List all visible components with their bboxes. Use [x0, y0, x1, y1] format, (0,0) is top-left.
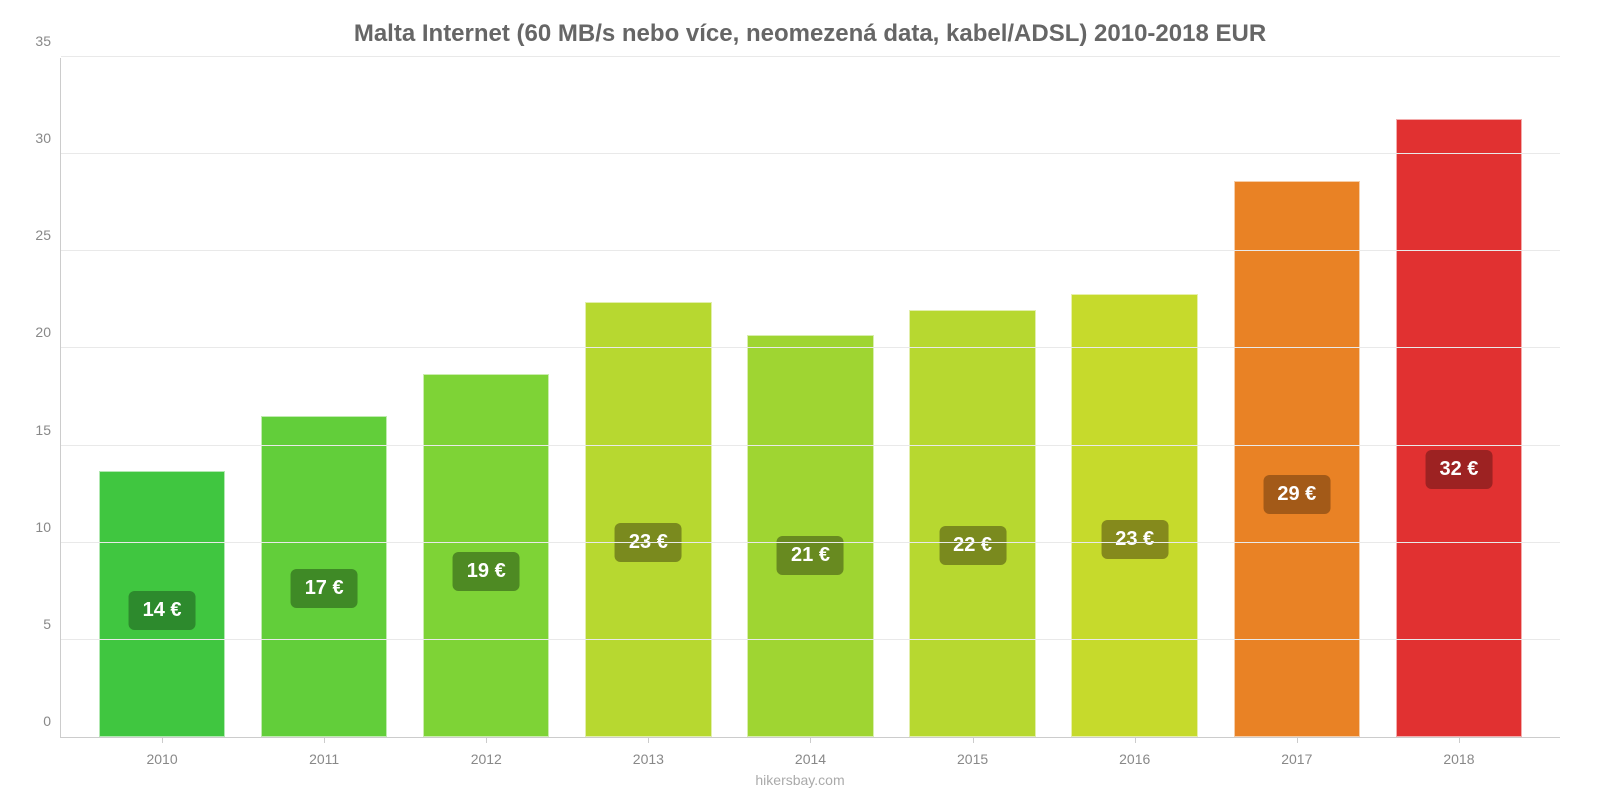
bar-slot: 14 €: [81, 58, 243, 737]
bar: 17 €: [261, 416, 387, 737]
chart-title: Malta Internet (60 MB/s nebo více, neome…: [60, 20, 1560, 48]
bar: 14 €: [99, 471, 225, 737]
x-tick-mark: [486, 737, 487, 743]
x-axis: 201020112012201320142015201620172018: [61, 751, 1560, 767]
x-tick-label: 2015: [892, 751, 1054, 767]
bar: 32 €: [1396, 119, 1522, 737]
attribution: hikersbay.com: [0, 772, 1600, 788]
gridline: [61, 445, 1560, 446]
value-badge: 14 €: [129, 591, 196, 630]
value-badge: 29 €: [1263, 475, 1330, 514]
x-tick-label: 2016: [1054, 751, 1216, 767]
bar-slot: 23 €: [567, 58, 729, 737]
bar: 23 €: [1071, 294, 1197, 737]
x-tick-mark: [1297, 737, 1298, 743]
x-tick-label: 2014: [729, 751, 891, 767]
y-tick-label: 35: [35, 33, 61, 49]
bars-group: 14 € 17 € 19 € 23 € 21 € 22 € 23 € 29 € 32 €: [61, 58, 1560, 737]
x-tick-mark: [810, 737, 811, 743]
y-tick-label: 5: [43, 616, 61, 632]
x-tick-label: 2017: [1216, 751, 1378, 767]
x-tick-mark: [1459, 737, 1460, 743]
bar-slot: 21 €: [729, 58, 891, 737]
bar-slot: 22 €: [892, 58, 1054, 737]
y-tick-label: 10: [35, 519, 61, 535]
gridline: [61, 639, 1560, 640]
bar-slot: 23 €: [1054, 58, 1216, 737]
gridline: [61, 56, 1560, 57]
y-tick-label: 25: [35, 227, 61, 243]
bar-slot: 19 €: [405, 58, 567, 737]
y-tick-label: 20: [35, 324, 61, 340]
value-badge: 23 €: [1101, 520, 1168, 559]
bar: 23 €: [585, 302, 711, 737]
bar: 29 €: [1234, 181, 1360, 737]
x-tick-label: 2010: [81, 751, 243, 767]
x-tick-label: 2018: [1378, 751, 1540, 767]
bar-slot: 29 €: [1216, 58, 1378, 737]
value-badge: 22 €: [939, 526, 1006, 565]
x-tick-mark: [973, 737, 974, 743]
y-tick-label: 15: [35, 422, 61, 438]
y-tick-label: 30: [35, 130, 61, 146]
gridline: [61, 347, 1560, 348]
x-tick-mark: [162, 737, 163, 743]
bar: 22 €: [909, 310, 1035, 737]
value-badge: 32 €: [1425, 450, 1492, 489]
gridline: [61, 153, 1560, 154]
x-tick-label: 2013: [567, 751, 729, 767]
x-tick-mark: [324, 737, 325, 743]
x-tick-label: 2011: [243, 751, 405, 767]
bar: 19 €: [423, 374, 549, 737]
gridline: [61, 542, 1560, 543]
value-badge: 19 €: [453, 552, 520, 591]
y-tick-label: 0: [43, 713, 61, 729]
bar-slot: 17 €: [243, 58, 405, 737]
plot-area: 14 €17 €19 €23 €21 €22 €23 €29 €32 € 201…: [60, 58, 1560, 738]
chart-container: Malta Internet (60 MB/s nebo více, neome…: [0, 0, 1600, 800]
value-badge: 17 €: [291, 569, 358, 608]
x-tick-mark: [648, 737, 649, 743]
gridline: [61, 250, 1560, 251]
bar-slot: 32 €: [1378, 58, 1540, 737]
x-tick-label: 2012: [405, 751, 567, 767]
bar: 21 €: [747, 335, 873, 737]
x-tick-mark: [1135, 737, 1136, 743]
